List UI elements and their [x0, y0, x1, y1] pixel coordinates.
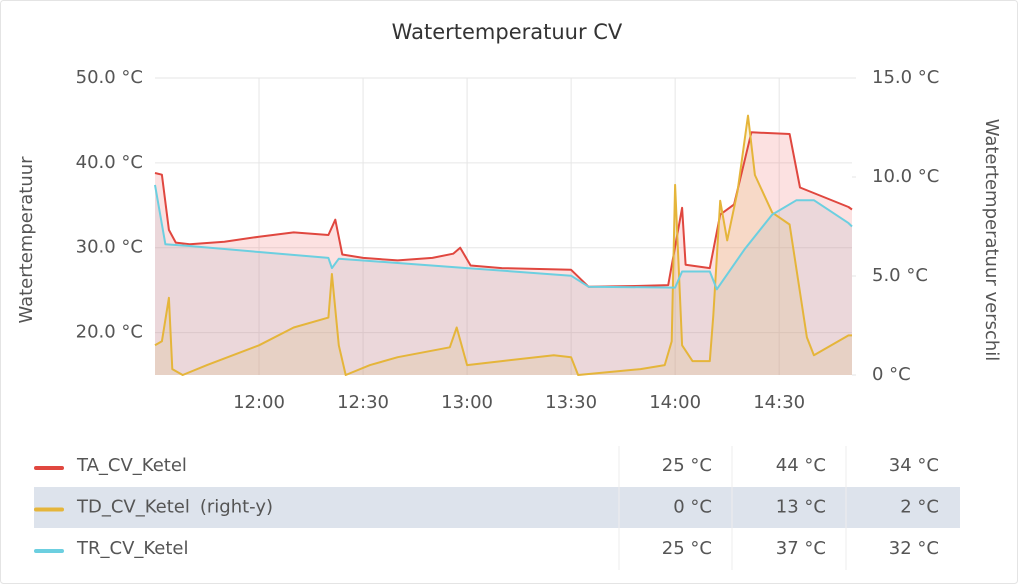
legend-name: TA_CV_Ketel	[76, 455, 187, 476]
x-tick-label: 14:30	[753, 392, 805, 413]
y-tick-label: 50.0 °C	[76, 67, 143, 88]
line	[154, 184, 853, 291]
legend-value: 13 °C	[776, 497, 826, 518]
panel-title: Watertemperatuur CV	[392, 20, 623, 44]
legend-name: TR_CV_Ketel	[76, 538, 189, 559]
x-tick-label: 14:00	[649, 392, 701, 413]
y-tick-label: 30.0 °C	[76, 237, 143, 258]
legend-value: 34 °C	[889, 455, 939, 476]
y-tick-label: 40.0 °C	[76, 152, 143, 173]
legend-value: 37 °C	[776, 538, 826, 559]
y2-tick-label: 5.0 °C	[872, 265, 928, 286]
y2-tick-label: 10.0 °C	[872, 166, 939, 187]
legend-value: 32 °C	[889, 538, 939, 559]
legend-value: 25 °C	[662, 538, 712, 559]
x-tick-label: 13:00	[441, 392, 493, 413]
y2-tick-label: 15.0 °C	[872, 67, 939, 88]
area-fill	[155, 184, 852, 375]
legend-value: 0 °C	[673, 497, 712, 518]
x-tick-label: 13:30	[545, 392, 597, 413]
legend-value: 44 °C	[776, 455, 826, 476]
legend-value: 2 °C	[900, 497, 939, 518]
legend-axis-note: (right-y)	[200, 497, 273, 518]
x-tick-label: 12:30	[337, 392, 389, 413]
legend-value: 25 °C	[662, 455, 712, 476]
y2-axis-label: Watertemperatuur verschil	[981, 119, 1002, 362]
legend-name: TD_CV_Ketel	[76, 497, 190, 518]
legend-row-highlight	[34, 487, 960, 528]
y-axis-label: Watertemperatuur	[16, 156, 37, 324]
line	[154, 131, 853, 288]
line	[154, 114, 852, 376]
y2-tick-label: 0 °C	[872, 364, 911, 385]
y-tick-label: 20.0 °C	[76, 322, 143, 343]
x-tick-label: 12:00	[233, 392, 285, 413]
